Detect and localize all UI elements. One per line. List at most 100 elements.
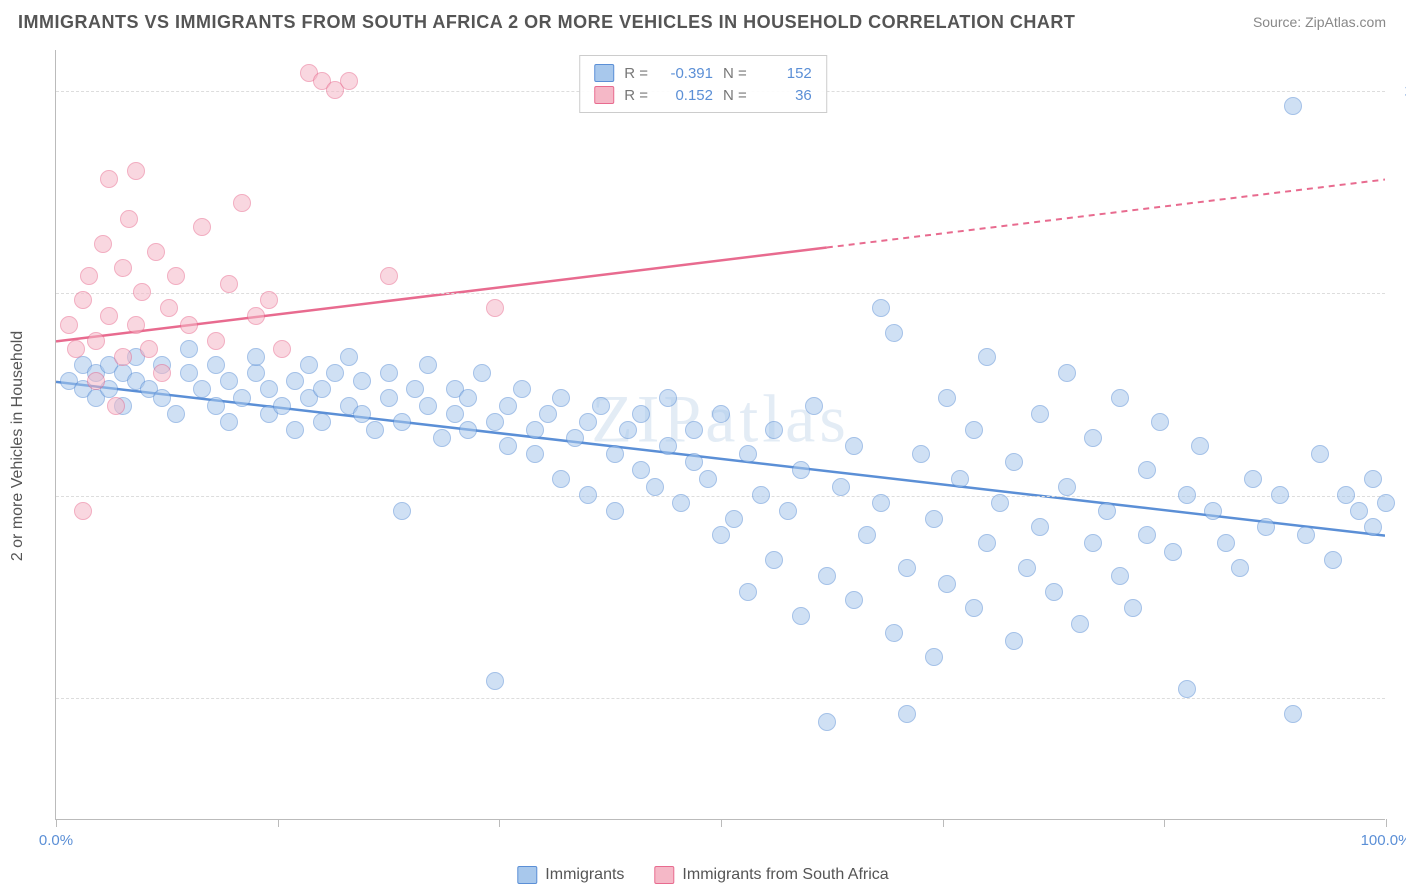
data-point xyxy=(114,348,132,366)
data-point xyxy=(1138,526,1156,544)
data-point xyxy=(313,413,331,431)
data-point xyxy=(207,397,225,415)
data-point xyxy=(1045,583,1063,601)
data-point xyxy=(340,72,358,90)
data-point xyxy=(1337,486,1355,504)
data-point xyxy=(393,502,411,520)
data-point xyxy=(499,397,517,415)
data-point xyxy=(685,421,703,439)
data-point xyxy=(699,470,717,488)
data-point xyxy=(1164,543,1182,561)
data-point xyxy=(526,421,544,439)
data-point xyxy=(805,397,823,415)
data-point xyxy=(127,316,145,334)
data-point xyxy=(858,526,876,544)
x-tick-label: 0.0% xyxy=(39,832,73,849)
data-point xyxy=(133,283,151,301)
swatch-immigrants xyxy=(594,64,614,82)
n-label: N = xyxy=(723,65,747,82)
data-point xyxy=(938,575,956,593)
data-point xyxy=(366,421,384,439)
data-point xyxy=(1377,494,1395,512)
data-point xyxy=(1271,486,1289,504)
data-point xyxy=(60,316,78,334)
data-point xyxy=(938,389,956,407)
data-point xyxy=(1178,680,1196,698)
data-point xyxy=(1018,559,1036,577)
data-point xyxy=(832,478,850,496)
data-point xyxy=(273,397,291,415)
data-point xyxy=(446,405,464,423)
data-point xyxy=(380,267,398,285)
data-point xyxy=(552,389,570,407)
data-point xyxy=(167,405,185,423)
data-point xyxy=(978,534,996,552)
data-point xyxy=(247,348,265,366)
swatch-immigrants xyxy=(517,866,537,884)
y-tick-label: 75.0% xyxy=(1395,285,1406,302)
scatter-plot-area: ZIPatlas 25.0%50.0%75.0%100.0%0.0%100.0% xyxy=(55,50,1385,820)
data-point xyxy=(978,348,996,366)
swatch-south-africa xyxy=(654,866,674,884)
data-point xyxy=(353,372,371,390)
legend-row-south-africa: R = 0.152 N = 36 xyxy=(594,84,812,106)
data-point xyxy=(273,340,291,358)
data-point xyxy=(1311,445,1329,463)
data-point xyxy=(606,445,624,463)
data-point xyxy=(765,421,783,439)
data-point xyxy=(193,218,211,236)
data-point xyxy=(632,405,650,423)
y-tick-label: 25.0% xyxy=(1395,690,1406,707)
data-point xyxy=(380,389,398,407)
x-tick xyxy=(499,819,500,827)
legend-label-south-africa: Immigrants from South Africa xyxy=(682,866,888,884)
data-point xyxy=(167,267,185,285)
data-point xyxy=(1204,502,1222,520)
data-point xyxy=(792,607,810,625)
data-point xyxy=(1284,97,1302,115)
data-point xyxy=(94,235,112,253)
data-point xyxy=(1098,502,1116,520)
data-point xyxy=(1191,437,1209,455)
data-point xyxy=(739,583,757,601)
data-point xyxy=(925,510,943,528)
data-point xyxy=(486,672,504,690)
x-tick xyxy=(56,819,57,827)
data-point xyxy=(672,494,690,512)
trend-lines-layer xyxy=(56,50,1385,819)
data-point xyxy=(459,421,477,439)
data-point xyxy=(526,445,544,463)
data-point xyxy=(579,486,597,504)
source-prefix: Source: xyxy=(1253,14,1305,30)
data-point xyxy=(1217,534,1235,552)
data-point xyxy=(87,372,105,390)
data-point xyxy=(74,502,92,520)
data-point xyxy=(539,405,557,423)
data-point xyxy=(1244,470,1262,488)
data-point xyxy=(220,275,238,293)
data-point xyxy=(818,567,836,585)
data-point xyxy=(260,380,278,398)
source-name: ZipAtlas.com xyxy=(1305,14,1386,30)
data-point xyxy=(140,340,158,358)
data-point xyxy=(1297,526,1315,544)
data-point xyxy=(592,397,610,415)
data-point xyxy=(925,648,943,666)
r-value-immigrants: -0.391 xyxy=(658,65,713,82)
chart-title: IMMIGRANTS VS IMMIGRANTS FROM SOUTH AFRI… xyxy=(18,12,1075,33)
data-point xyxy=(1111,567,1129,585)
data-point xyxy=(965,421,983,439)
data-point xyxy=(1257,518,1275,536)
data-point xyxy=(100,170,118,188)
data-point xyxy=(87,332,105,350)
data-point xyxy=(991,494,1009,512)
data-point xyxy=(885,624,903,642)
data-point xyxy=(80,267,98,285)
data-point xyxy=(419,356,437,374)
data-point xyxy=(912,445,930,463)
data-point xyxy=(606,502,624,520)
data-point xyxy=(1031,518,1049,536)
y-axis-label: 2 or more Vehicles in Household xyxy=(9,331,27,561)
data-point xyxy=(632,461,650,479)
data-point xyxy=(499,437,517,455)
